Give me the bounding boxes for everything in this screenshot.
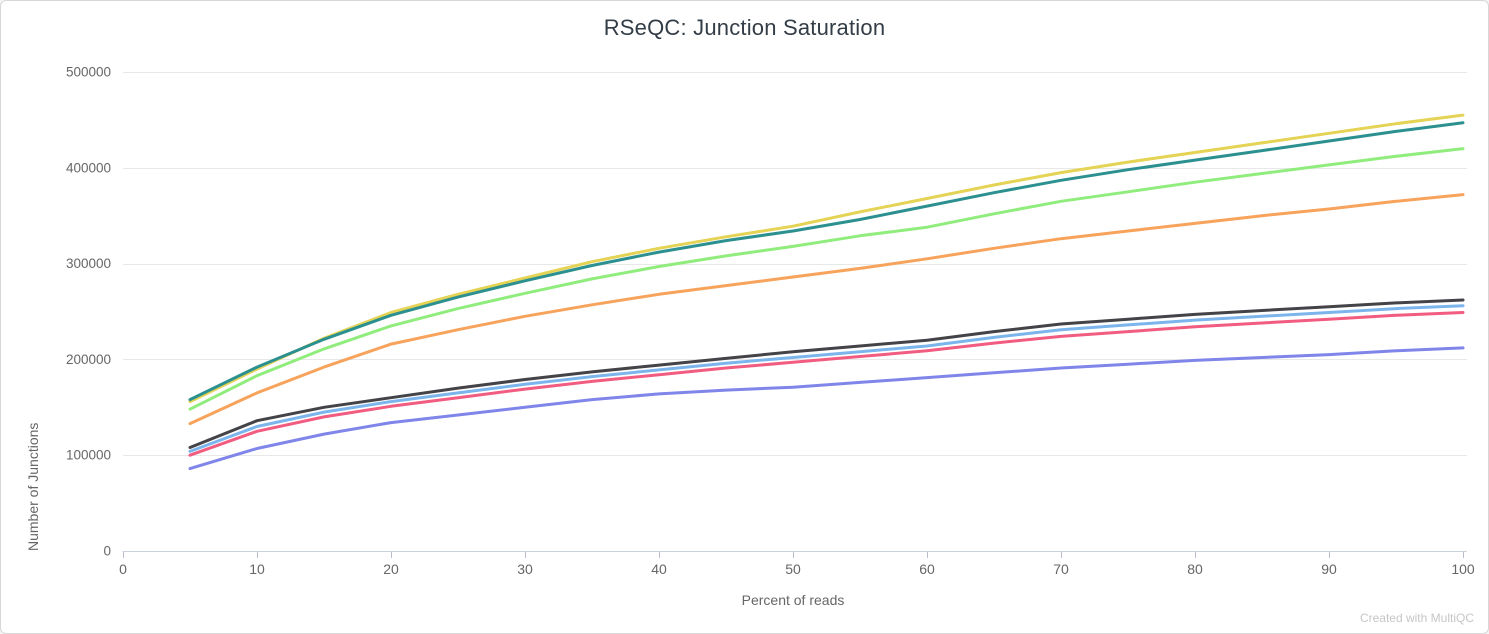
y-tick-label-300000: 300000 (66, 256, 111, 271)
series-line-dark-gray[interactable] (188, 298, 1465, 449)
x-tick-label-10: 10 (249, 561, 265, 577)
x-tick-label-90: 90 (1321, 561, 1337, 577)
series-line-light-blue[interactable] (188, 304, 1465, 453)
x-tick-label-20: 20 (383, 561, 399, 577)
y-tick-label-100000: 100000 (66, 448, 111, 463)
y-tick-label-200000: 200000 (66, 352, 111, 367)
series-line-pink[interactable] (188, 311, 1465, 457)
series-line-green[interactable] (188, 147, 1465, 411)
y-tick-label-0: 0 (103, 544, 111, 559)
series-line-yellow[interactable] (188, 113, 1465, 404)
x-tick-label-60: 60 (919, 561, 935, 577)
y-tick-label-500000: 500000 (66, 65, 111, 80)
series-line-teal[interactable] (188, 121, 1465, 402)
x-tick-label-40: 40 (651, 561, 667, 577)
x-tick-label-80: 80 (1187, 561, 1203, 577)
y-tick-label-400000: 400000 (66, 160, 111, 175)
x-tick-label-0: 0 (119, 561, 127, 577)
x-axis-label: Percent of reads (741, 592, 845, 608)
multiqc-watermark: Created with MultiQC (1359, 611, 1474, 625)
x-tick-label-30: 30 (517, 561, 533, 577)
x-tick-label-70: 70 (1053, 561, 1069, 577)
series-line-purple[interactable] (188, 346, 1465, 471)
x-tick-label-100: 100 (1451, 561, 1475, 577)
series-line-orange[interactable] (188, 193, 1465, 426)
x-tick-label-50: 50 (785, 561, 801, 577)
chart-title: RSeQC: Junction Saturation (603, 15, 886, 40)
